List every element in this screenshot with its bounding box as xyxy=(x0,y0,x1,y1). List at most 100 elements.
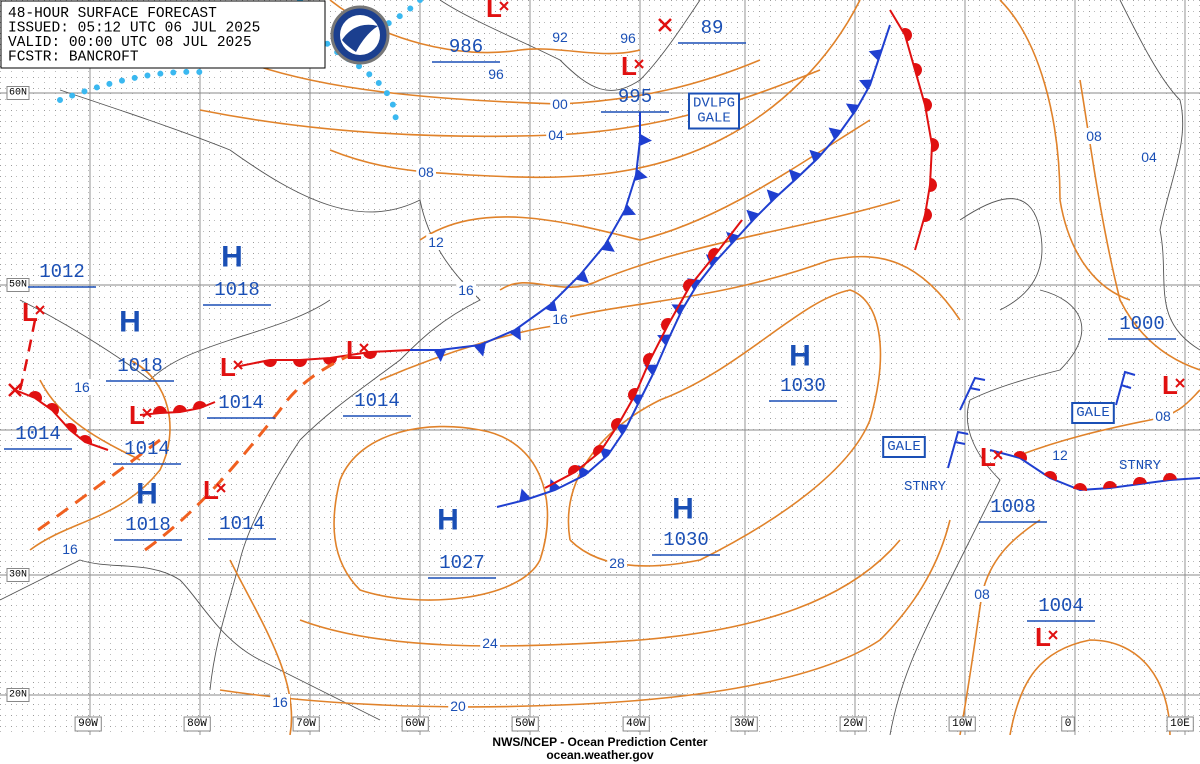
low-cross xyxy=(142,408,152,418)
low-symbol: L xyxy=(1035,622,1051,652)
isobar-label-bg xyxy=(550,29,570,45)
low-cross xyxy=(499,1,509,11)
longitude-label-box xyxy=(511,716,539,732)
low-symbol: L xyxy=(129,400,145,430)
low-cross xyxy=(233,360,243,370)
longitude-label: 70W xyxy=(296,718,316,730)
isobar-label: 16 xyxy=(552,311,568,327)
isobar-label-bg xyxy=(1153,408,1173,424)
front-label: STNRY xyxy=(1119,458,1162,474)
wind-barbs xyxy=(947,370,1136,469)
low-symbol: L xyxy=(486,0,502,23)
pressure-label: 1014 xyxy=(218,392,264,414)
low-cross xyxy=(634,59,644,69)
isobar-label: 20 xyxy=(450,698,466,714)
latitude-label-box xyxy=(6,86,30,100)
pressure-label: 1014 xyxy=(15,423,61,445)
longitude-label-box xyxy=(401,716,429,732)
pressure-label: 1018 xyxy=(214,279,260,301)
longitude-label-box xyxy=(183,716,211,732)
longitude-label-box xyxy=(839,716,867,732)
low-cross xyxy=(1048,630,1058,640)
longitude-label: 90W xyxy=(78,718,98,730)
isobar-label: 16 xyxy=(272,694,288,710)
pressure-label: 1014 xyxy=(219,513,265,535)
isobar-label: 08 xyxy=(974,586,990,602)
isobar-label-bg xyxy=(550,96,570,112)
isobar-label-bg xyxy=(1139,149,1159,165)
low-symbol: L xyxy=(346,335,362,365)
isobar-label-bg xyxy=(550,311,570,327)
latitude-label-box xyxy=(6,568,30,582)
low-cross xyxy=(216,483,226,493)
low-symbol: L xyxy=(22,297,38,327)
latitude-label: 20N xyxy=(9,690,27,701)
high-symbol: H xyxy=(221,241,243,274)
low-symbol: L xyxy=(203,475,219,505)
pressure-label: 1030 xyxy=(663,529,709,551)
longitude-label: 20W xyxy=(843,718,863,730)
isobar-label-bg xyxy=(270,694,290,710)
isobar-label-bg xyxy=(426,234,446,250)
isobar-label: 16 xyxy=(74,379,90,395)
isobar-label-bg xyxy=(1050,447,1070,463)
footer-line: NWS/NCEP - Ocean Prediction Center xyxy=(492,735,707,749)
low-cross xyxy=(1175,378,1185,388)
pressure-label: 1027 xyxy=(439,552,485,574)
footer-band xyxy=(0,735,1200,764)
low-symbol: L xyxy=(980,442,996,472)
longitude-label: 50W xyxy=(515,718,535,730)
isobar-label-bg xyxy=(72,379,92,395)
isobar-label: 12 xyxy=(428,234,444,250)
warning: GALE xyxy=(882,436,926,458)
header-line: VALID: 00:00 UTC 08 JUL 2025 xyxy=(8,35,252,51)
pressure-label: 1012 xyxy=(39,261,85,283)
longitude-label: 30W xyxy=(734,718,754,730)
isobar-label-bg xyxy=(1084,128,1104,144)
longitude-label-box xyxy=(1061,716,1075,732)
isobar-label: 28 xyxy=(609,555,625,571)
pressure-label: 1030 xyxy=(780,375,826,397)
high-symbol: H xyxy=(119,306,141,339)
isobar-label-bg xyxy=(448,698,468,714)
high-symbol: H xyxy=(672,493,694,526)
warning-box xyxy=(1071,402,1115,424)
isobar-label: 16 xyxy=(62,541,78,557)
isobar-label: 04 xyxy=(1141,149,1157,165)
low-cross xyxy=(359,343,369,353)
warning-box xyxy=(687,92,741,130)
front-label: STNRY xyxy=(904,479,947,495)
low-symbol: L xyxy=(220,352,236,382)
latitude-label: 60N xyxy=(9,88,27,99)
warning-text: DVLPG xyxy=(693,96,735,112)
pressure-label: 1018 xyxy=(125,514,171,536)
longitude-label-box xyxy=(622,716,650,732)
longitude-label-box xyxy=(292,716,320,732)
isobar-label-bg xyxy=(546,127,566,143)
longitude-label: 10E xyxy=(1170,718,1190,730)
latitude-label: 50N xyxy=(9,280,27,291)
pressure-label: 1008 xyxy=(990,496,1036,518)
longitude-label-box xyxy=(1166,716,1194,732)
longitude-label: 10W xyxy=(952,718,972,730)
header-box xyxy=(0,0,326,69)
header-line: FCSTR: BANCROFT xyxy=(8,50,139,66)
pressure-label: 995 xyxy=(618,86,652,108)
noaa-logo xyxy=(330,5,390,65)
footer-line: ocean.weather.gov xyxy=(546,748,654,762)
pressure-label: 1000 xyxy=(1119,313,1165,335)
isobar-label-bg xyxy=(972,586,992,602)
high-symbol: H xyxy=(437,504,459,537)
isobar-label: 08 xyxy=(1155,408,1171,424)
longitude-label-box xyxy=(948,716,976,732)
isobar-label: 04 xyxy=(548,127,564,143)
pressure-label: 1004 xyxy=(1038,595,1084,617)
warning: GALE xyxy=(1071,402,1115,424)
isobar-label: 96 xyxy=(620,30,636,46)
isobar-label: 12 xyxy=(1052,447,1068,463)
warning-text: GALE xyxy=(1076,405,1110,421)
low-cross xyxy=(993,450,1003,460)
low-cross xyxy=(8,383,22,397)
